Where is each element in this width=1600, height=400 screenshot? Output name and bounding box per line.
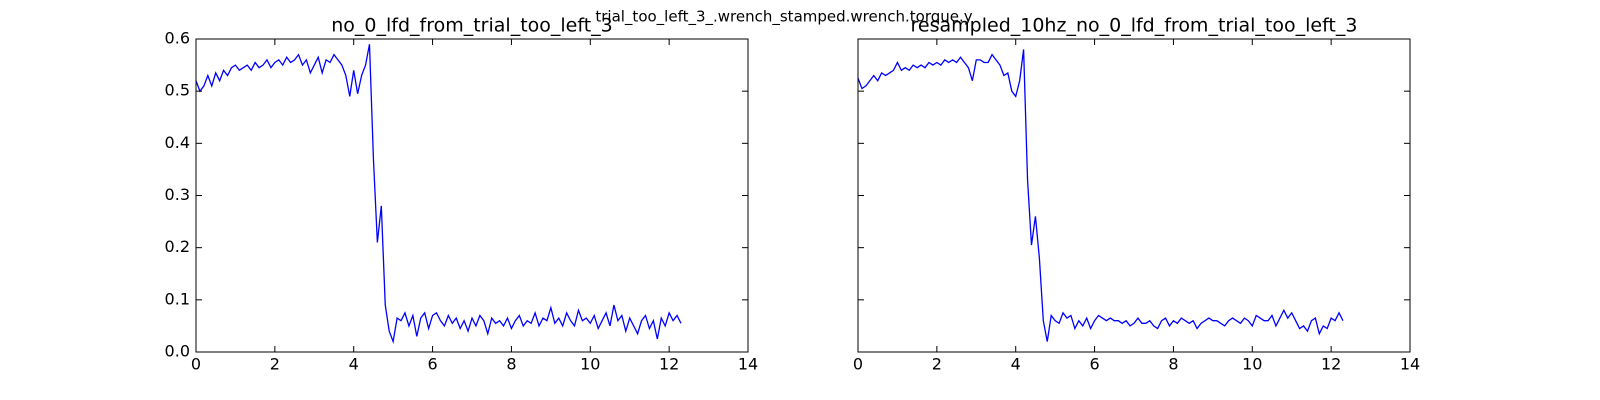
x-tick-label: 12 [1321, 355, 1341, 374]
subplot-title: no_0_lfd_from_trial_too_left_3 [331, 15, 613, 37]
x-tick-label: 0 [853, 355, 863, 374]
figure-title: trial_too_left_3_.wrench_stamped.wrench.… [595, 8, 972, 27]
data-line [195, 44, 682, 345]
subplot-title: resampled_10hz_no_0_lfd_from_trial_too_l… [911, 15, 1358, 37]
x-tick-label: 6 [1089, 355, 1099, 374]
y-tick-label: 0.4 [165, 133, 190, 152]
y-tick-label: 0.3 [165, 185, 190, 204]
x-tick-label: 8 [1168, 355, 1178, 374]
y-tick-label: 0.5 [165, 81, 190, 100]
x-tick-label: 8 [506, 355, 516, 374]
y-tick-label: 0.0 [165, 342, 190, 361]
y-tick-label: 0.6 [165, 29, 190, 48]
x-tick-label: 10 [1242, 355, 1262, 374]
x-tick-label: 14 [1400, 355, 1420, 374]
x-tick-label: 14 [738, 355, 758, 374]
y-tick-label: 0.1 [165, 289, 190, 308]
x-tick-label: 0 [191, 355, 201, 374]
x-tick-label: 12 [659, 355, 679, 374]
x-tick-label: 6 [427, 355, 437, 374]
x-tick-label: 2 [932, 355, 942, 374]
x-tick-label: 4 [349, 355, 359, 374]
x-tick-label: 4 [1011, 355, 1021, 374]
x-tick-label: 2 [270, 355, 280, 374]
y-tick-label: 0.2 [165, 237, 190, 256]
x-tick-label: 10 [580, 355, 600, 374]
data-line [857, 49, 1344, 342]
